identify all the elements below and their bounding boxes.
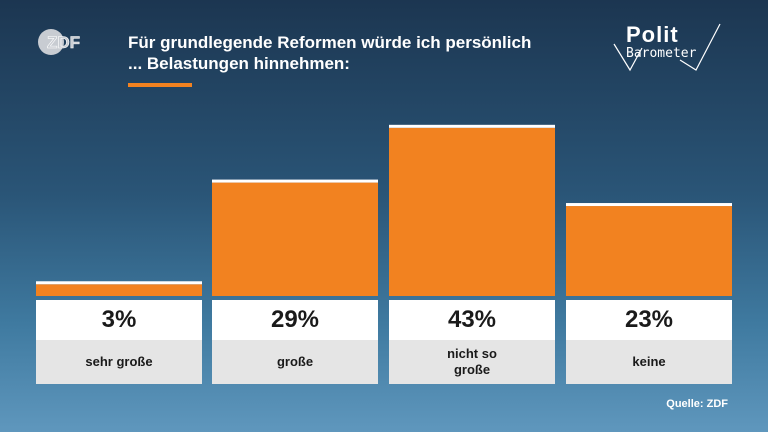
value-label-sehr-grosse: 3%: [36, 300, 202, 340]
bar-cap-nicht-so-grosse: [389, 124, 555, 128]
checkmark-icon: [613, 23, 721, 72]
chart-title-line-1: Für grundlegende Reformen würde ich pers…: [128, 33, 532, 52]
title-accent-bar: [128, 83, 192, 87]
chart-title-line-2: ... Belastungen hinnehmen:: [128, 54, 350, 73]
zdf-logo: ZDF: [36, 27, 86, 57]
category-label-text-line-1: nicht so: [447, 346, 497, 361]
bar-sehr-grosse: [36, 284, 202, 296]
zdf-logo-text: ZDF: [47, 33, 80, 52]
bar-grosse: [212, 182, 378, 296]
bar-cap-sehr-grosse: [36, 281, 202, 285]
category-label-text: große: [276, 354, 314, 369]
chart-title: Für grundlegende Reformen würde ich pers…: [128, 32, 588, 74]
value-label-grosse: 29%: [212, 300, 378, 340]
value-label-nicht-so-grosse: 43%: [389, 300, 555, 340]
bar-cap-keine: [566, 203, 732, 207]
brand-sub-text: Barometer: [626, 46, 697, 61]
source-note: Quelle: ZDF: [666, 398, 728, 410]
category-label-sehr-grosse: sehr große: [36, 340, 202, 384]
category-label-grosse: große: [212, 340, 378, 384]
category-label-nicht-so-grosse: nicht so große: [389, 340, 555, 384]
bar-cap-grosse: [212, 179, 378, 183]
politbarometer-logo: Polit Barometer: [608, 22, 724, 74]
category-label-text-line-2: große: [453, 362, 491, 377]
category-label-keine: keine: [566, 340, 732, 384]
brand-main-text: Polit: [626, 22, 679, 47]
bar-keine: [566, 206, 732, 296]
bar-nicht-so-grosse: [389, 127, 555, 296]
category-label-text: keine: [632, 354, 666, 369]
category-label-text: sehr große: [85, 354, 153, 369]
zdf-logo-icon: ZDF: [38, 29, 80, 55]
value-label-keine: 23%: [566, 300, 732, 340]
